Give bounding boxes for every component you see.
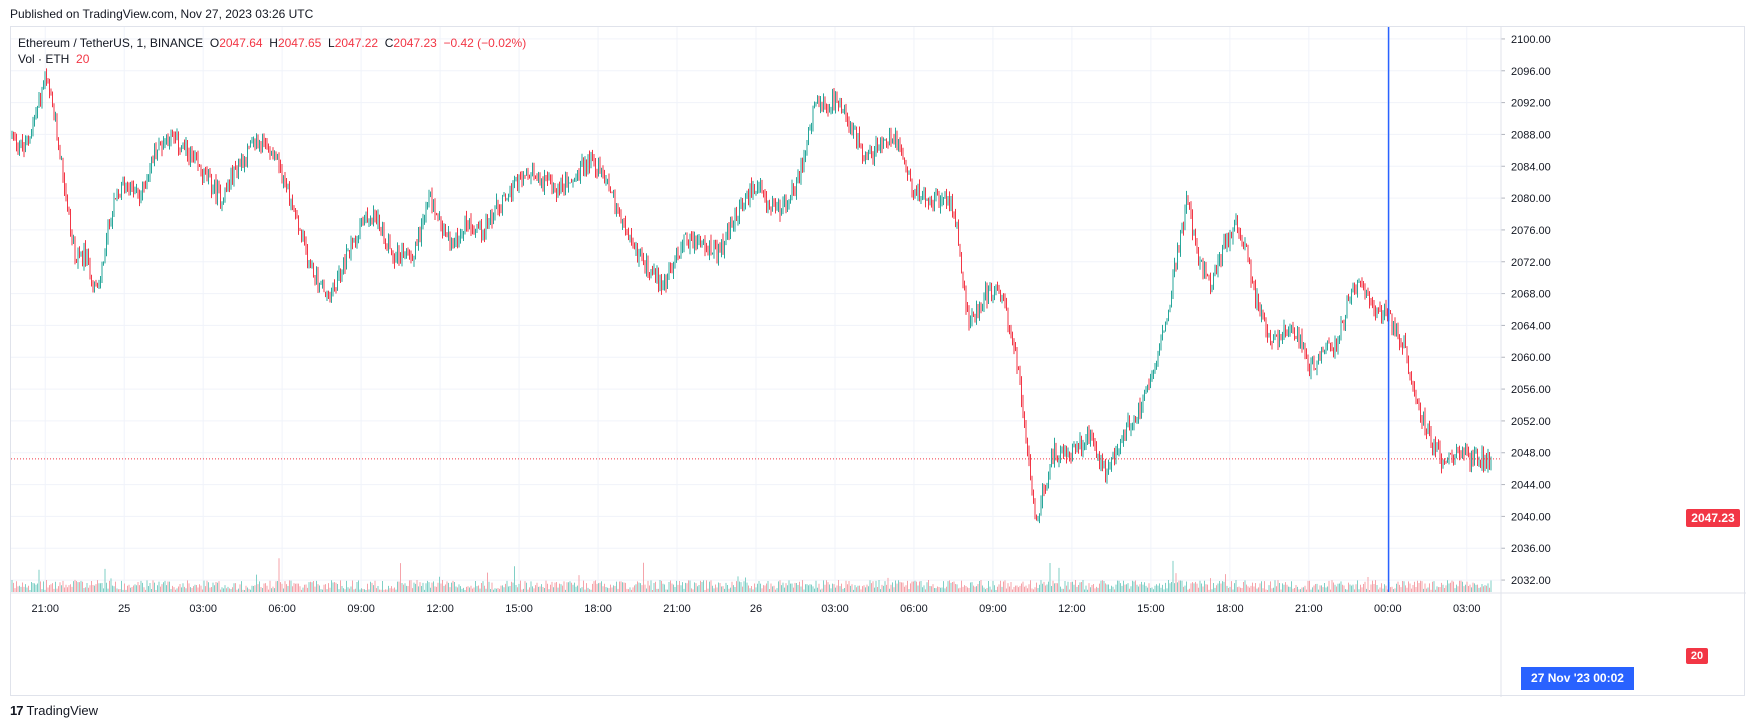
down-volume-bars	[13, 558, 1490, 592]
up-candles	[11, 71, 1492, 524]
legend-volume-row: Vol · ETH 20	[18, 51, 526, 67]
x-tick-label: 12:00	[426, 603, 454, 615]
chart-legend: Ethereum / TetherUS, 1, BINANCE O2047.64…	[18, 35, 526, 67]
x-tick-label: 09:00	[347, 603, 375, 615]
x-tick-label: 21:00	[1295, 603, 1323, 615]
x-tick-label: 21:00	[31, 603, 59, 615]
legend-close-value: 2047.23	[393, 36, 437, 50]
tradingview-brand: TradingView	[26, 703, 99, 718]
x-tick-label: 12:00	[1058, 603, 1086, 615]
tradingview-mark-icon: 17	[10, 703, 24, 718]
y-tick-label: 2052.00	[1511, 416, 1551, 428]
y-tick-label: 2032.00	[1511, 575, 1551, 587]
x-tick-label: 00:00	[1374, 603, 1402, 615]
legend-high-label: H	[269, 36, 278, 50]
crosshair-time-label: 27 Nov '23 00:02	[1521, 667, 1634, 690]
legend-volume-label[interactable]: Vol · ETH	[18, 52, 70, 66]
y-tick-label: 2068.00	[1511, 289, 1551, 301]
x-tick-label: 03:00	[821, 603, 849, 615]
last-volume-tag: 20	[1686, 648, 1708, 664]
x-tick-label: 06:00	[268, 603, 296, 615]
legend-symbol[interactable]: Ethereum / TetherUS, 1, BINANCE	[18, 36, 204, 50]
chart-frame[interactable]: 2100.00 2096.00 2092.00 2088.00 2084.00 2080.…	[10, 26, 1746, 697]
legend-low-label: L	[328, 36, 335, 50]
legend-ohlc-row: Ethereum / TetherUS, 1, BINANCE O2047.64…	[18, 35, 526, 51]
x-tick-label: 03:00	[1453, 603, 1481, 615]
x-tick-label: 21:00	[663, 603, 691, 615]
y-tick-label: 2096.00	[1511, 66, 1551, 78]
x-tick-label: 25	[118, 603, 130, 615]
y-tick-label: 2056.00	[1511, 384, 1551, 396]
legend-volume-value: 20	[76, 52, 90, 66]
y-tick-label: 2088.00	[1511, 129, 1551, 141]
y-tick-label: 2064.00	[1511, 320, 1551, 332]
x-tick-label: 15:00	[1137, 603, 1165, 615]
legend-low-value: 2047.22	[334, 36, 379, 50]
legend-close-label: C	[384, 36, 394, 50]
y-tick-label: 2076.00	[1511, 225, 1551, 237]
tradingview-logo[interactable]: 17 TradingView	[10, 703, 98, 718]
x-tick-label: 06:00	[900, 603, 928, 615]
y-tick-label: 2072.00	[1511, 257, 1551, 269]
x-tick-label: 18:00	[584, 603, 612, 615]
y-tick-label: 2084.00	[1511, 161, 1551, 173]
y-tick-label: 2092.00	[1511, 98, 1551, 110]
x-tick-label: 18:00	[1216, 603, 1244, 615]
y-tick-label: 2044.00	[1511, 480, 1551, 492]
price-chart[interactable]: 2100.00 2096.00 2092.00 2088.00 2084.00 2080.…	[11, 27, 1746, 697]
last-price-tag: 2047.23	[1686, 509, 1740, 527]
down-candles	[13, 68, 1490, 521]
legend-high-value: 2047.65	[277, 36, 322, 50]
legend-open-label: O	[209, 36, 220, 50]
y-tick-label: 2100.00	[1511, 34, 1551, 46]
y-tick-label: 2048.00	[1511, 448, 1551, 460]
y-tick-label: 2040.00	[1511, 511, 1551, 523]
x-tick-label: 09:00	[979, 603, 1007, 615]
y-tick-label: 2060.00	[1511, 352, 1551, 364]
y-tick-label: 2036.00	[1511, 543, 1551, 555]
x-tick-label: 26	[750, 603, 762, 615]
x-tick-label: 15:00	[505, 603, 533, 615]
y-tick-label: 2080.00	[1511, 193, 1551, 205]
legend-change: −0.42 (−0.02%)	[443, 36, 527, 50]
legend-open-value: 2047.64	[219, 36, 263, 50]
published-caption: Published on TradingView.com, Nov 27, 20…	[10, 7, 314, 21]
x-tick-label: 03:00	[189, 603, 217, 615]
